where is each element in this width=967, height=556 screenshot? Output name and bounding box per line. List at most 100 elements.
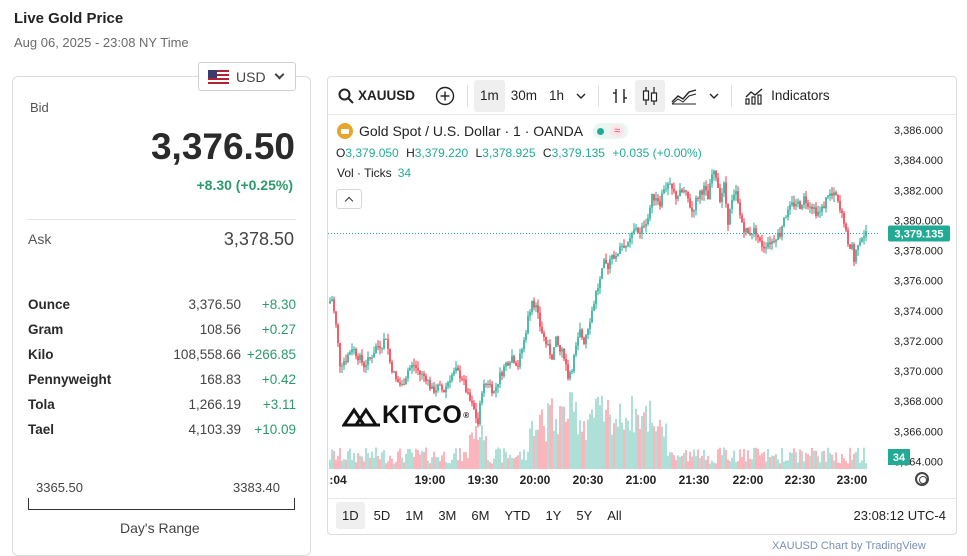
volume-bar bbox=[787, 460, 789, 469]
chart-legend-title: Gold Spot / U.S. Dollar · 1 · OANDA ≈ bbox=[337, 123, 629, 139]
interval-1m[interactable]: 1m bbox=[474, 79, 505, 112]
candle-body bbox=[675, 191, 677, 199]
volume-bar bbox=[689, 451, 691, 469]
volume-bar bbox=[427, 460, 429, 469]
unit-name: Tola bbox=[28, 397, 55, 412]
candle-body bbox=[377, 346, 379, 348]
candles-style-button[interactable] bbox=[635, 79, 666, 112]
range-all[interactable]: All bbox=[607, 508, 622, 523]
bar-style-button[interactable] bbox=[605, 80, 635, 112]
candle-body bbox=[565, 358, 567, 365]
y-tick-label: 3,384.000 bbox=[894, 155, 943, 167]
tradingview-attribution-link[interactable]: XAUUSD Chart by TradingView bbox=[772, 540, 926, 552]
volume-bar bbox=[803, 461, 805, 469]
area-style-button[interactable] bbox=[665, 80, 703, 112]
volume-bar bbox=[457, 460, 459, 469]
volume-bar bbox=[523, 449, 525, 469]
volume-bar bbox=[729, 460, 731, 469]
candle-body bbox=[423, 373, 425, 377]
volume-bar bbox=[779, 463, 781, 469]
us-flag-icon bbox=[208, 69, 229, 84]
volume-bar bbox=[483, 440, 485, 469]
volume-bar bbox=[811, 447, 813, 469]
candle-body bbox=[701, 190, 703, 195]
low-label: L bbox=[475, 146, 483, 160]
chart-type-dropdown[interactable] bbox=[703, 80, 725, 112]
candle-body bbox=[557, 336, 559, 346]
volume-bar bbox=[843, 458, 845, 469]
candle-body bbox=[509, 362, 511, 366]
candle-body bbox=[607, 263, 609, 269]
unit-value: 108.56 bbox=[199, 322, 241, 337]
range-6m[interactable]: 6M bbox=[471, 508, 490, 523]
unit-value: 168.83 bbox=[199, 372, 241, 387]
candle-body bbox=[745, 228, 747, 233]
candle-body bbox=[491, 384, 493, 394]
volume-bar bbox=[367, 453, 369, 469]
volume-bar bbox=[845, 461, 847, 469]
range-5y[interactable]: 5Y bbox=[576, 508, 593, 523]
candle-body bbox=[541, 326, 543, 333]
interval-dropdown[interactable] bbox=[570, 80, 592, 112]
candle-body bbox=[837, 194, 839, 201]
symbol-search[interactable]: XAUUSD bbox=[332, 80, 421, 112]
volume-bar bbox=[855, 452, 857, 469]
range-1y[interactable]: 1Y bbox=[545, 508, 562, 523]
unit-change: +3.11 bbox=[262, 397, 296, 412]
interval-30m[interactable]: 30m bbox=[510, 88, 538, 103]
compare-button[interactable] bbox=[429, 80, 461, 112]
chevron-down-icon bbox=[709, 93, 719, 99]
currency-dropdown[interactable]: USD bbox=[198, 62, 296, 91]
volume-bar bbox=[405, 453, 407, 469]
indicators-button[interactable]: Indicators bbox=[738, 80, 836, 112]
candle-body bbox=[659, 201, 661, 207]
candle-body bbox=[861, 238, 863, 242]
high-label: H bbox=[406, 146, 415, 160]
volume-bar bbox=[591, 409, 593, 469]
range-3m[interactable]: 3M bbox=[438, 508, 457, 523]
unit-row: Gram 108.56 +0.27 bbox=[28, 317, 296, 342]
candle-body bbox=[769, 242, 771, 245]
interval-1h[interactable]: 1h bbox=[549, 88, 565, 103]
unit-row: Tael 4,103.39 +10.09 bbox=[28, 417, 296, 442]
candle-body bbox=[393, 371, 395, 373]
volume-bar bbox=[507, 458, 509, 469]
collapse-legend-button[interactable] bbox=[336, 189, 362, 209]
candle-body bbox=[699, 190, 701, 199]
volume-bar bbox=[521, 459, 523, 469]
volume-bar bbox=[727, 459, 729, 469]
candle-body bbox=[385, 338, 387, 340]
volume-bar bbox=[675, 459, 677, 469]
volume-bar bbox=[423, 451, 425, 469]
candle-body bbox=[615, 255, 617, 259]
candle-body bbox=[425, 376, 427, 382]
market-status-pill[interactable]: ≈ bbox=[593, 123, 629, 139]
volume-bar bbox=[633, 432, 635, 469]
candle-body bbox=[497, 384, 499, 388]
volume-bar bbox=[471, 432, 473, 469]
volume-bar bbox=[725, 449, 727, 469]
range-1d[interactable]: 1D bbox=[336, 502, 365, 529]
volume-bar bbox=[621, 422, 623, 469]
y-tick-label: 3,374.000 bbox=[894, 306, 943, 318]
kitco-mark-icon bbox=[342, 406, 380, 426]
volume-bar bbox=[353, 453, 355, 469]
price-chart[interactable]: 3,386.0003,384.0003,382.0003,380.0003,37… bbox=[328, 116, 956, 496]
volume-bar bbox=[605, 409, 607, 469]
candle-body bbox=[505, 362, 507, 367]
bid-label: Bid bbox=[30, 100, 49, 115]
candle-body bbox=[531, 300, 533, 313]
volume-bar bbox=[613, 423, 615, 469]
range-ytd[interactable]: YTD bbox=[504, 508, 531, 523]
candle-body bbox=[693, 210, 695, 212]
volume-bar bbox=[677, 455, 679, 469]
range-1m[interactable]: 1M bbox=[405, 508, 424, 523]
candle-body bbox=[845, 223, 847, 231]
range-5d[interactable]: 5D bbox=[373, 508, 391, 523]
chart-settings-icon[interactable] bbox=[915, 472, 929, 486]
chart-panel bbox=[327, 76, 957, 535]
volume-bar bbox=[493, 458, 495, 469]
chart-clock[interactable]: 23:08:12 UTC-4 bbox=[853, 508, 947, 523]
volume-bar bbox=[477, 439, 479, 469]
candle-body bbox=[337, 324, 339, 344]
